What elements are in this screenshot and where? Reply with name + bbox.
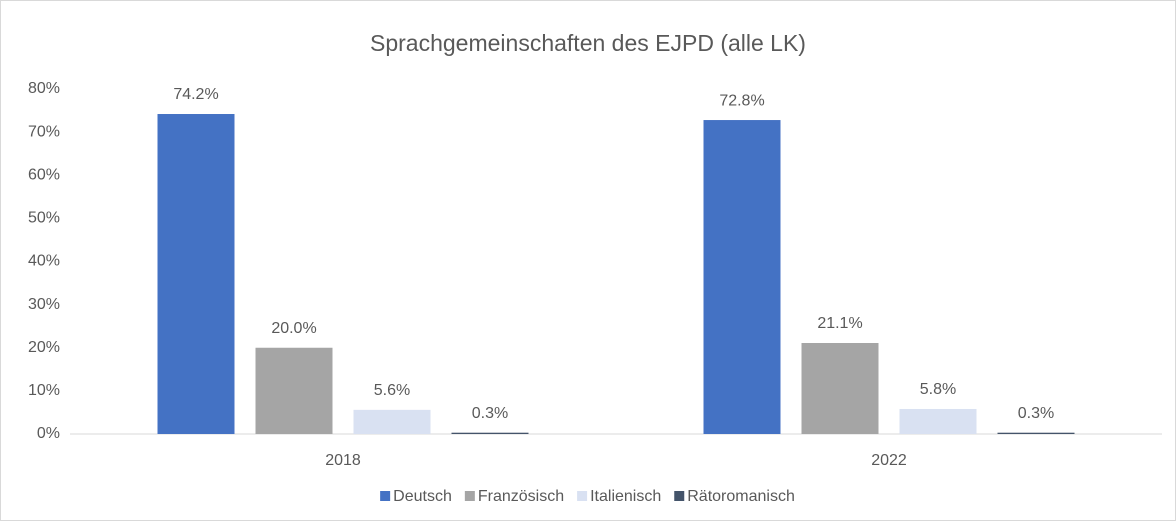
bar — [353, 409, 431, 434]
bar — [997, 432, 1075, 434]
value-label: 72.8% — [719, 92, 764, 109]
y-tick-label: 50% — [28, 210, 60, 227]
legend-label: Französisch — [478, 488, 564, 505]
chart-title: Sprachgemeinschaften des EJPD (alle LK) — [370, 30, 806, 56]
legend-swatch — [464, 491, 475, 501]
legend-swatch — [674, 491, 685, 501]
value-label: 0.3% — [1018, 405, 1054, 422]
bar — [451, 432, 529, 434]
x-tick-label: 2018 — [325, 452, 361, 469]
bar — [899, 408, 977, 434]
legend-label: Deutsch — [393, 488, 452, 505]
bar — [703, 120, 781, 435]
value-label: 5.6% — [374, 382, 410, 399]
y-tick-label: 70% — [28, 123, 60, 140]
bar — [255, 347, 333, 434]
x-tick-label: 2022 — [871, 452, 907, 469]
bar — [801, 343, 879, 434]
y-tick-label: 60% — [28, 166, 60, 183]
value-label: 0.3% — [472, 405, 508, 422]
y-tick-label: 30% — [28, 296, 60, 313]
value-label: 20.0% — [271, 320, 316, 337]
y-tick-label: 0% — [37, 425, 60, 442]
value-label: 5.8% — [920, 381, 956, 398]
legend-swatch — [380, 491, 391, 501]
y-tick-label: 40% — [28, 253, 60, 270]
bar — [157, 114, 235, 434]
y-tick-label: 10% — [28, 382, 60, 399]
value-label: 74.2% — [173, 86, 218, 103]
y-tick-label: 20% — [28, 339, 60, 356]
value-label: 21.1% — [817, 315, 862, 332]
y-tick-label: 80% — [28, 80, 60, 97]
legend-label: Rätoromanisch — [687, 488, 795, 505]
legend-swatch — [577, 491, 588, 501]
legend-label: Italienisch — [590, 488, 661, 505]
